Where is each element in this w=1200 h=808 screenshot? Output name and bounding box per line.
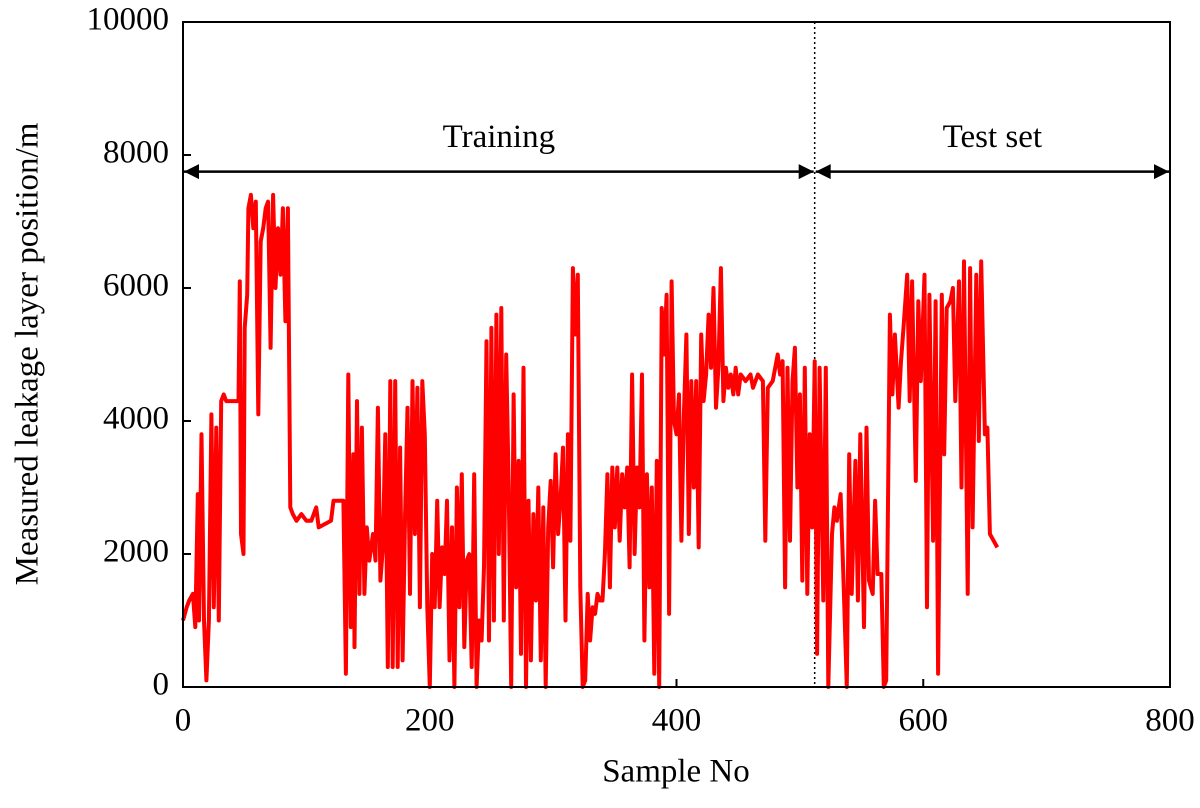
y-tick-label: 10000 [87, 2, 170, 38]
y-tick-label: 4000 [103, 401, 169, 437]
x-tick-label: 0 [175, 703, 192, 739]
x-tick-label: 200 [405, 703, 455, 739]
annotation-text: Test set [943, 119, 1042, 155]
data-line [181, 192, 1000, 689]
plot-frame [182, 21, 1171, 688]
x-tick-label: 600 [899, 703, 949, 739]
y-axis-title: Measured leakage layer position/m [10, 122, 46, 585]
x-tick-label: 400 [652, 703, 702, 739]
y-tick-label: 6000 [103, 268, 169, 304]
annotation-text: Training [443, 119, 555, 155]
y-tick-label: 0 [153, 667, 170, 703]
x-tick-label: 800 [1145, 703, 1195, 739]
y-tick-label: 2000 [103, 534, 169, 570]
y-tick-label: 8000 [103, 135, 169, 171]
x-axis-title: Sample No [602, 754, 750, 790]
